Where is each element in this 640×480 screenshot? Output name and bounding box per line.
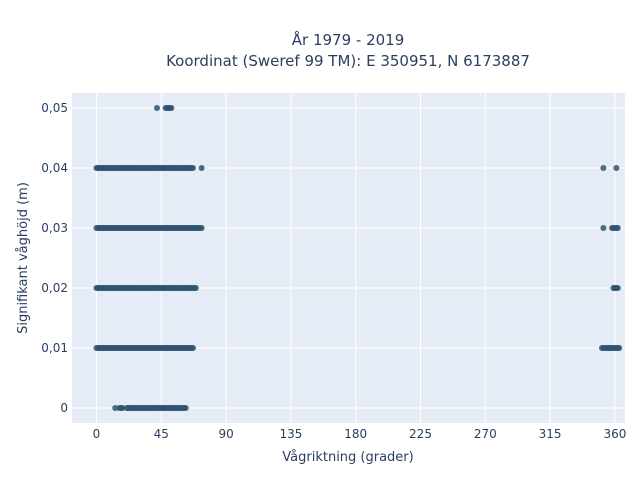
data-point [119, 405, 126, 411]
x-tick-label: 135 [279, 427, 302, 441]
y-tick-label: 0,01 [41, 341, 68, 355]
x-tick-label: 270 [474, 427, 497, 441]
y-tick-label: 0,02 [41, 281, 68, 295]
data-points [93, 105, 623, 411]
x-axis-ticks: 0 45 90 135 180 225 270 315 360 [93, 427, 627, 441]
chart-title: År 1979 - 2019 [292, 30, 405, 49]
x-tick-label: 180 [344, 427, 367, 441]
y-tick-label: 0,05 [41, 101, 68, 115]
y-tick-label: 0,03 [41, 221, 68, 235]
data-point [600, 225, 607, 231]
data-point [189, 345, 196, 351]
x-tick-label: 0 [93, 427, 101, 441]
data-point [614, 225, 621, 231]
data-point [614, 285, 621, 291]
y-tick-label: 0 [60, 401, 68, 415]
data-point [189, 165, 196, 171]
data-point [198, 165, 205, 171]
x-tick-label: 90 [218, 427, 233, 441]
x-tick-label: 360 [603, 427, 626, 441]
data-point [600, 165, 607, 171]
y-tick-label: 0,04 [41, 161, 68, 175]
x-tick-label: 225 [409, 427, 432, 441]
data-point [112, 405, 119, 411]
data-point [613, 165, 620, 171]
data-point [182, 405, 189, 411]
data-point [616, 345, 623, 351]
data-point [192, 285, 199, 291]
x-tick-label: 45 [154, 427, 169, 441]
y-axis-ticks: 0 0,01 0,02 0,03 0,04 0,05 [41, 101, 68, 415]
x-axis-title: Vågriktning (grader) [282, 450, 413, 465]
data-point [198, 225, 205, 231]
data-point [153, 105, 160, 111]
x-tick-label: 315 [539, 427, 562, 441]
data-point [168, 105, 175, 111]
y-axis-title: Signifikant våghöjd (m) [16, 182, 31, 334]
chart-subtitle: Koordinat (Sweref 99 TM): E 350951, N 61… [166, 52, 530, 70]
plot-area [72, 93, 625, 423]
grid-lines [72, 93, 625, 423]
